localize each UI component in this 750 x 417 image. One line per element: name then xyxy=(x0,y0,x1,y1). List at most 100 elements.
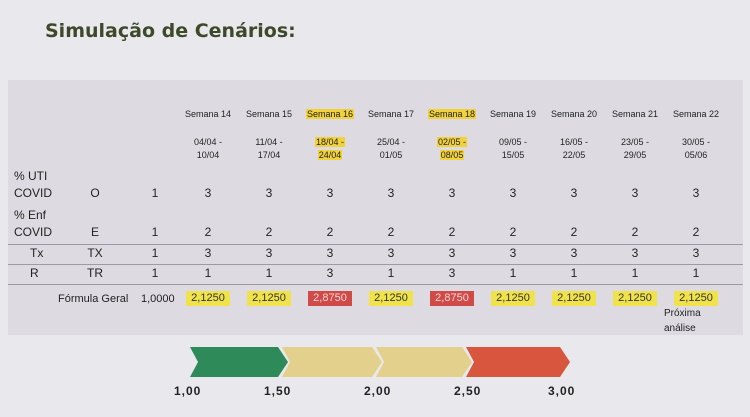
formula-result: 2,8750 xyxy=(308,291,352,306)
score-cell: 1 xyxy=(387,266,395,280)
score-cell: 2 xyxy=(326,225,334,239)
score-cell: 3 xyxy=(509,246,517,260)
week-range: 04/04 - xyxy=(193,137,223,147)
week-header: Semana 16 xyxy=(305,109,355,119)
row-code: TR xyxy=(87,266,103,280)
row-code: E xyxy=(90,225,99,239)
week-range: 29/05 xyxy=(623,150,647,160)
row-label: % Enf xyxy=(14,208,47,222)
week-header: Semana 18 xyxy=(427,109,477,119)
week-range: 24/04 xyxy=(317,150,343,160)
row-separator xyxy=(8,284,743,285)
formula-result: 2,8750 xyxy=(430,291,474,306)
score-cell: 3 xyxy=(570,246,578,260)
score-cell: 3 xyxy=(326,246,334,260)
row-label: R xyxy=(30,266,39,280)
week-header: Semana 21 xyxy=(611,109,659,119)
week-header: Semana 20 xyxy=(550,109,598,119)
row-code: O xyxy=(90,186,100,200)
formula-result: 2,1250 xyxy=(369,291,413,306)
score-cell: 3 xyxy=(265,246,273,260)
formula-base: 1,0000 xyxy=(141,293,175,305)
score-cell: 3 xyxy=(631,246,639,260)
score-cell: 2 xyxy=(692,225,700,239)
row-label: % UTI xyxy=(14,169,48,183)
score-cell: 3 xyxy=(509,186,517,200)
week-range: 30/05 - xyxy=(681,137,711,147)
week-header: Semana 15 xyxy=(245,109,293,119)
week-range: 22/05 xyxy=(562,150,586,160)
formula-result: 2,1250 xyxy=(552,291,596,306)
score-cell: 3 xyxy=(631,186,639,200)
week-range: 11/04 - xyxy=(255,137,283,147)
week-range: 10/04 xyxy=(196,150,220,160)
score-cell: 1 xyxy=(692,266,700,280)
score-cell: 1 xyxy=(631,266,639,280)
scale-tick-label: 3,00 xyxy=(548,384,576,398)
next-analysis-note: Próxima xyxy=(664,308,701,319)
score-cell: 1 xyxy=(204,266,212,280)
formula-result: 2,1250 xyxy=(613,291,657,306)
week-range: 01/05 xyxy=(379,150,403,160)
scale-segment-green xyxy=(190,347,288,377)
score-cell: 3 xyxy=(265,186,273,200)
scale-tick-label: 1,50 xyxy=(264,384,292,398)
row-separator xyxy=(8,264,743,265)
week-range: 23/05 - xyxy=(620,137,650,147)
scale-tick-label: 1,00 xyxy=(174,384,202,398)
score-cell: 3 xyxy=(204,186,212,200)
week-range: 02/05 - xyxy=(436,137,468,147)
score-cell: 3 xyxy=(448,246,456,260)
scale-tick-label: 2,00 xyxy=(364,384,392,398)
week-range: 08/05 xyxy=(439,150,465,160)
week-header: Semana 17 xyxy=(367,109,415,119)
score-cell: 3 xyxy=(326,266,334,280)
formula-result: 2,1250 xyxy=(247,291,291,306)
score-cell: 3 xyxy=(692,246,700,260)
formula-result: 2,1250 xyxy=(491,291,535,306)
week-header: Semana 19 xyxy=(489,109,537,119)
score-cell: 3 xyxy=(692,186,700,200)
formula-label: Fórmula Geral xyxy=(58,293,129,305)
page-title: Simulação de Cenários: xyxy=(45,20,296,42)
week-range: 25/04 - xyxy=(376,137,406,147)
score-cell: 3 xyxy=(570,186,578,200)
score-cell: 2 xyxy=(387,225,395,239)
score-cell: 3 xyxy=(204,246,212,260)
week-range: 18/04 - xyxy=(314,137,346,147)
week-range: 05/06 xyxy=(684,150,708,160)
week-header: Semana 14 xyxy=(184,109,232,119)
week-range: 09/05 - xyxy=(498,137,528,147)
week-range: 16/05 - xyxy=(559,137,589,147)
score-cell: 2 xyxy=(204,225,212,239)
score-cell: 2 xyxy=(265,225,273,239)
score-cell: 3 xyxy=(387,186,395,200)
score-cell: 2 xyxy=(570,225,578,239)
next-analysis-note: análise xyxy=(664,323,696,334)
row-weight: 1 xyxy=(151,266,159,280)
week-range: 15/05 xyxy=(501,150,525,160)
score-cell: 2 xyxy=(448,225,456,239)
formula-result: 2,1250 xyxy=(186,291,230,306)
score-cell: 3 xyxy=(326,186,334,200)
week-header: Semana 22 xyxy=(672,109,720,119)
row-label: COVID xyxy=(14,186,53,200)
risk-scale xyxy=(190,347,570,377)
score-cell: 2 xyxy=(509,225,517,239)
row-label: Tx xyxy=(30,246,44,260)
score-cell: 3 xyxy=(448,186,456,200)
scale-segment-light xyxy=(376,347,472,377)
score-cell: 3 xyxy=(448,266,456,280)
score-cell: 1 xyxy=(509,266,517,280)
week-range: 17/04 xyxy=(257,150,281,160)
scale-tick-label: 2,50 xyxy=(454,384,482,398)
row-label: COVID xyxy=(14,225,53,239)
row-weight: 1 xyxy=(151,246,159,260)
row-weight: 1 xyxy=(151,186,159,200)
score-cell: 3 xyxy=(387,246,395,260)
row-code: TX xyxy=(87,246,103,260)
formula-result: 2,1250 xyxy=(674,291,718,306)
score-cell: 2 xyxy=(631,225,639,239)
scale-segment-red xyxy=(466,347,570,377)
score-cell: 1 xyxy=(265,266,273,280)
